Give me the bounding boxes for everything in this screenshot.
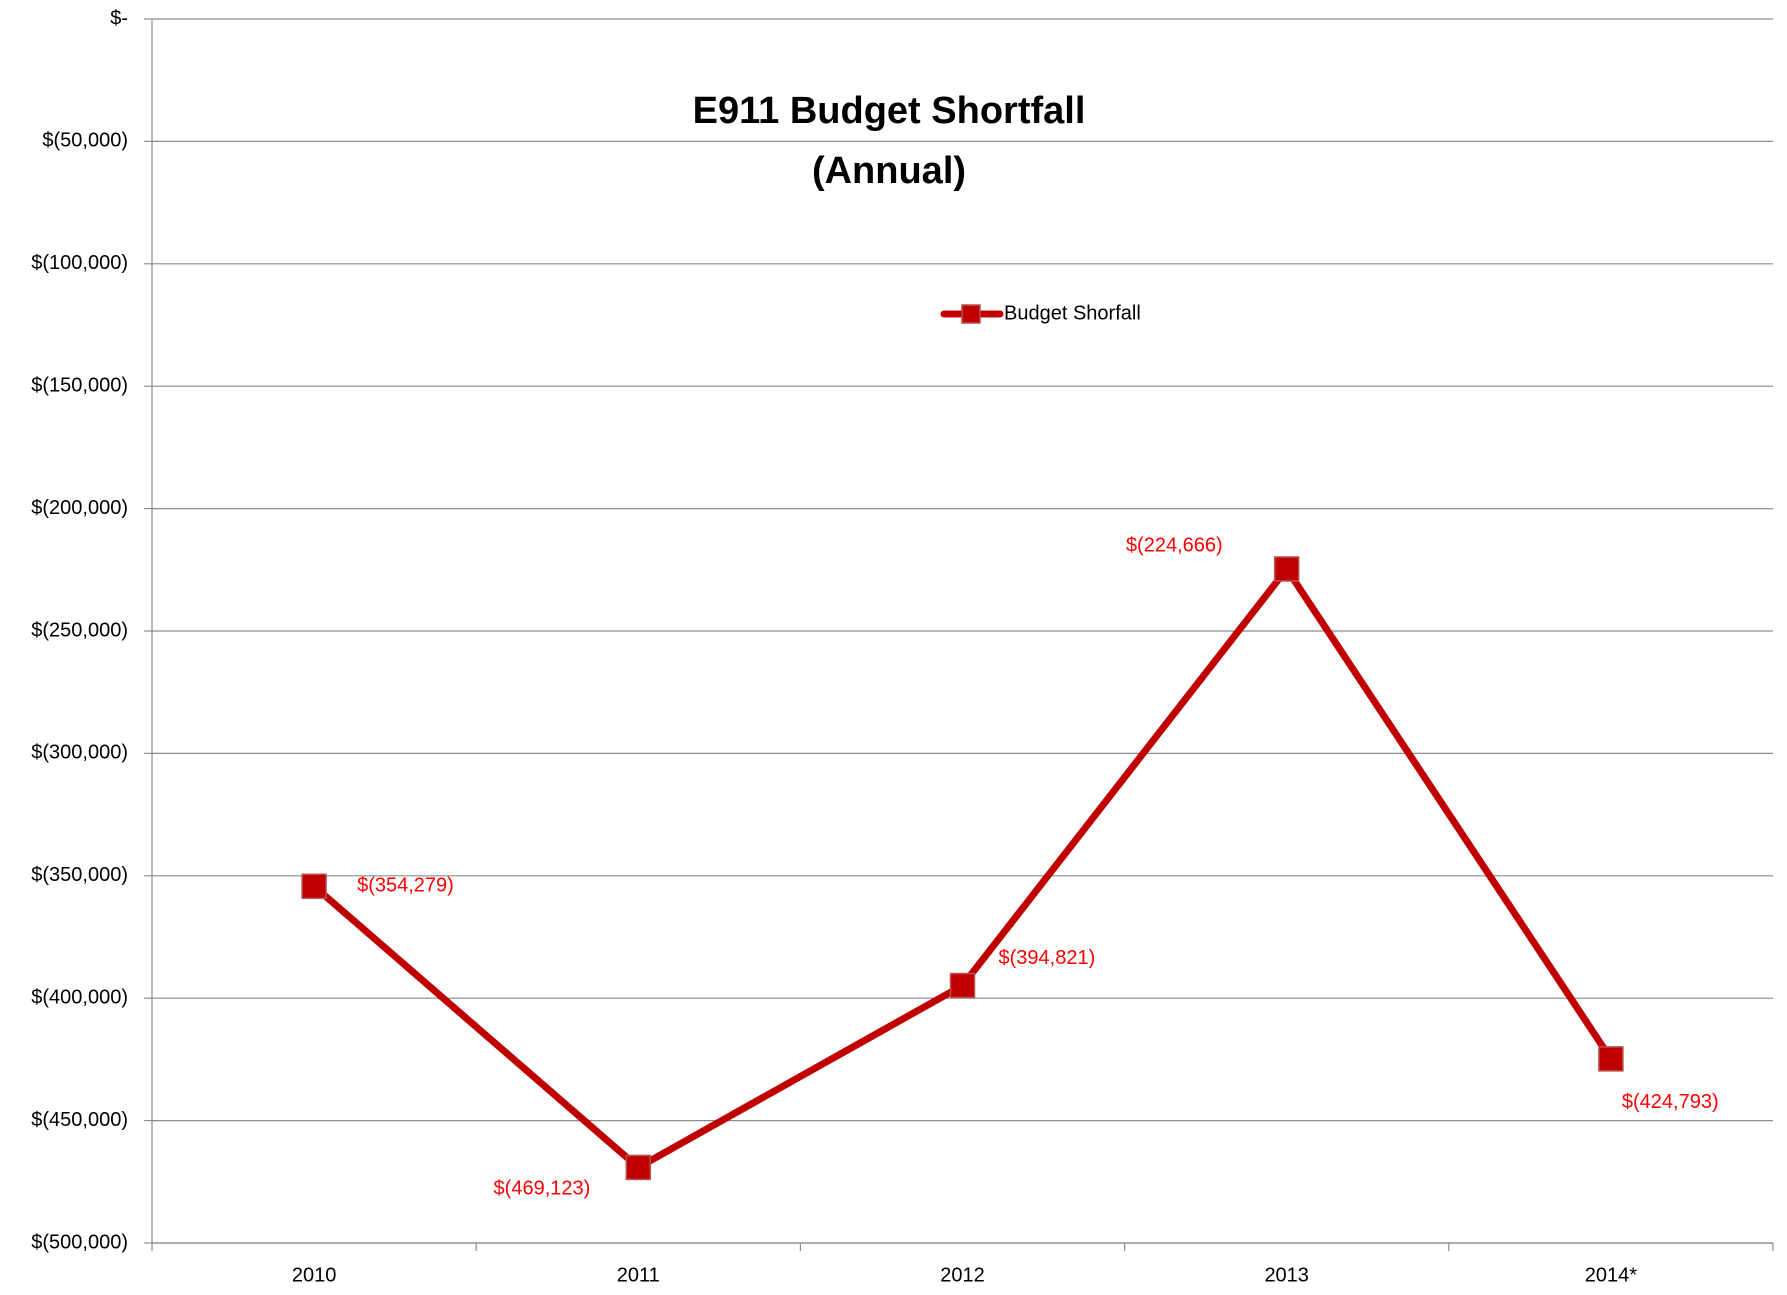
line xyxy=(311,565,1614,1171)
x-tick-label: 2011 xyxy=(617,1264,660,1286)
y-tick-label: $(100,000) xyxy=(31,252,128,274)
marker xyxy=(1273,556,1300,582)
legend-label: Budget Shorfall xyxy=(1004,302,1141,324)
marker xyxy=(625,1154,652,1181)
marker xyxy=(301,873,327,900)
y-tick-label: $- xyxy=(110,7,128,29)
x-tick-label: 2013 xyxy=(1264,1264,1309,1286)
data-label: $(354,279) xyxy=(357,875,454,897)
data-label: $(394,821) xyxy=(999,947,1096,969)
data-label: $(469,123) xyxy=(494,1178,591,1200)
data-label: $(224,666) xyxy=(1126,534,1223,556)
y-tick-label: $(350,000) xyxy=(31,864,128,886)
y-tick-label: $(450,000) xyxy=(31,1109,128,1131)
x-tick-label: 2014* xyxy=(1585,1264,1637,1286)
y-tick-label: $(500,000) xyxy=(31,1231,128,1253)
y-tick-label: $(400,000) xyxy=(31,986,128,1008)
y-tick-label: $(200,000) xyxy=(31,497,128,519)
y-tick-label: $(250,000) xyxy=(31,619,128,641)
chart-title: E911 Budget Shortfall xyxy=(693,90,1086,132)
x-tick-label: 2010 xyxy=(292,1264,337,1286)
y-tick-label: $(50,000) xyxy=(42,130,128,152)
data-label: $(424,793) xyxy=(1622,1091,1719,1113)
y-tick-label: $(150,000) xyxy=(31,374,128,396)
marker xyxy=(949,972,976,999)
y-tick-label: $(300,000) xyxy=(31,742,128,764)
x-tick-label: 2012 xyxy=(940,1264,985,1286)
marker xyxy=(1598,1046,1624,1072)
chart-subtitle: (Annual) xyxy=(812,150,966,192)
legend-marker xyxy=(961,304,981,324)
